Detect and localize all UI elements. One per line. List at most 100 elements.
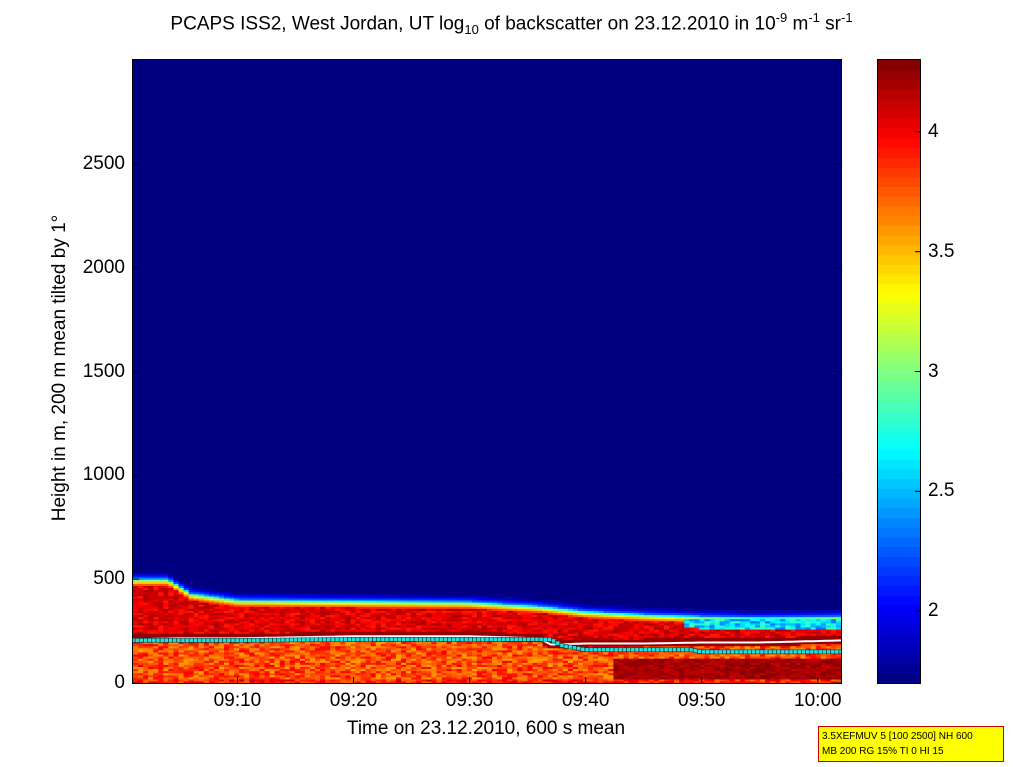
heatmap-cell bbox=[229, 664, 235, 667]
heatmap-cell bbox=[456, 672, 463, 676]
heatmap-cell bbox=[588, 678, 594, 682]
heatmap-cell bbox=[446, 653, 453, 657]
heatmap-cell bbox=[315, 629, 321, 632]
heatmap-cell bbox=[375, 595, 382, 599]
heatmap-cell bbox=[567, 629, 574, 632]
heatmap-cell bbox=[446, 649, 453, 653]
heatmap-cell bbox=[193, 678, 200, 682]
heatmap-cell bbox=[603, 680, 609, 683]
heatmap-cell bbox=[138, 649, 144, 653]
heatmap-cell bbox=[522, 645, 529, 649]
heatmap-cell bbox=[517, 674, 523, 678]
heatmap-cell bbox=[456, 651, 463, 655]
heatmap-cell bbox=[567, 674, 574, 678]
heatmap-cell bbox=[249, 641, 255, 645]
heatmap-cell bbox=[502, 599, 508, 603]
heatmap-cell bbox=[724, 680, 731, 683]
heatmap-cell bbox=[694, 668, 700, 672]
heatmap-cell bbox=[178, 647, 185, 651]
heatmap-cell bbox=[320, 678, 326, 682]
heatmap-cell bbox=[562, 653, 569, 657]
heatmap-cell bbox=[229, 597, 235, 601]
heatmap-cell bbox=[269, 664, 276, 667]
heatmap-cell bbox=[674, 626, 680, 630]
heatmap-cell bbox=[608, 674, 615, 678]
heatmap-cell bbox=[138, 676, 144, 680]
heatmap-cell bbox=[183, 599, 190, 603]
heatmap-cell bbox=[320, 672, 326, 676]
heatmap-cell bbox=[507, 599, 513, 603]
heatmap-cell bbox=[284, 610, 291, 613]
heatmap-cell bbox=[426, 651, 432, 655]
heatmap-cell bbox=[572, 604, 579, 607]
heatmap-cell bbox=[537, 604, 544, 607]
heatmap-cell bbox=[178, 658, 185, 661]
heatmap-cell bbox=[481, 672, 488, 676]
heatmap-cell bbox=[527, 606, 534, 609]
heatmap-cell bbox=[193, 622, 200, 626]
heatmap-cell bbox=[406, 660, 412, 663]
heatmap-cell bbox=[466, 651, 473, 655]
heatmap-cell bbox=[299, 649, 306, 653]
heatmap-cell bbox=[633, 660, 640, 663]
heatmap-cell bbox=[497, 597, 503, 601]
heatmap-cell bbox=[583, 664, 589, 667]
heatmap-cell bbox=[320, 668, 326, 672]
heatmap-cell bbox=[598, 635, 604, 638]
heatmap-cell bbox=[330, 610, 336, 613]
heatmap-cell bbox=[188, 620, 195, 624]
heatmap-cell bbox=[436, 680, 443, 683]
heatmap-cell bbox=[461, 656, 468, 659]
heatmap-cell bbox=[471, 629, 478, 632]
heatmap-cell bbox=[320, 643, 326, 647]
heatmap-cell bbox=[370, 649, 377, 653]
heatmap-cell bbox=[537, 666, 544, 670]
heatmap-cell bbox=[527, 641, 534, 645]
heatmap-cell bbox=[537, 658, 544, 661]
heatmap-cell bbox=[163, 651, 169, 655]
heatmap-cell bbox=[299, 610, 306, 613]
heatmap-cell bbox=[436, 612, 443, 616]
heatmap-cell bbox=[188, 678, 195, 682]
heatmap-cell bbox=[178, 662, 185, 665]
heatmap-cell bbox=[527, 676, 534, 680]
heatmap-cell bbox=[674, 645, 680, 649]
heatmap-cell bbox=[689, 622, 695, 626]
heatmap-cell bbox=[517, 608, 523, 611]
heatmap-cell bbox=[234, 620, 240, 624]
heatmap-cell bbox=[502, 620, 508, 624]
heatmap-cell bbox=[198, 651, 205, 655]
heatmap-cell bbox=[441, 610, 448, 613]
heatmap-cell bbox=[259, 680, 266, 683]
heatmap-cell bbox=[239, 624, 245, 628]
heatmap-cell bbox=[613, 645, 620, 649]
heatmap-cell bbox=[401, 602, 407, 605]
heatmap-cell bbox=[481, 614, 488, 618]
heatmap-cell bbox=[466, 666, 473, 670]
heatmap-cell bbox=[229, 612, 235, 616]
heatmap-cell bbox=[446, 643, 453, 647]
heatmap-cell bbox=[325, 597, 331, 601]
heatmap-cell bbox=[704, 643, 711, 647]
heatmap-cell bbox=[138, 635, 144, 638]
heatmap-cell bbox=[532, 668, 539, 672]
heatmap-cell bbox=[350, 668, 357, 672]
heatmap-cell bbox=[320, 680, 326, 683]
heatmap-cell bbox=[461, 660, 468, 663]
heatmap-cell bbox=[304, 666, 311, 670]
heatmap-cell bbox=[401, 672, 407, 676]
heatmap-cell bbox=[456, 604, 463, 607]
heatmap-cell bbox=[173, 577, 180, 580]
heatmap-cell bbox=[370, 626, 377, 630]
heatmap-cell bbox=[406, 656, 412, 659]
heatmap-cell bbox=[471, 660, 478, 663]
heatmap-cell bbox=[527, 643, 534, 647]
heatmap-cell bbox=[370, 629, 377, 632]
heatmap-cell bbox=[471, 604, 478, 607]
heatmap-cell bbox=[466, 620, 473, 624]
heatmap-cell bbox=[456, 631, 463, 634]
heatmap-cell bbox=[643, 668, 650, 672]
heatmap-cell bbox=[395, 629, 402, 632]
heatmap-cell bbox=[613, 662, 620, 665]
heatmap-cell bbox=[208, 604, 215, 607]
